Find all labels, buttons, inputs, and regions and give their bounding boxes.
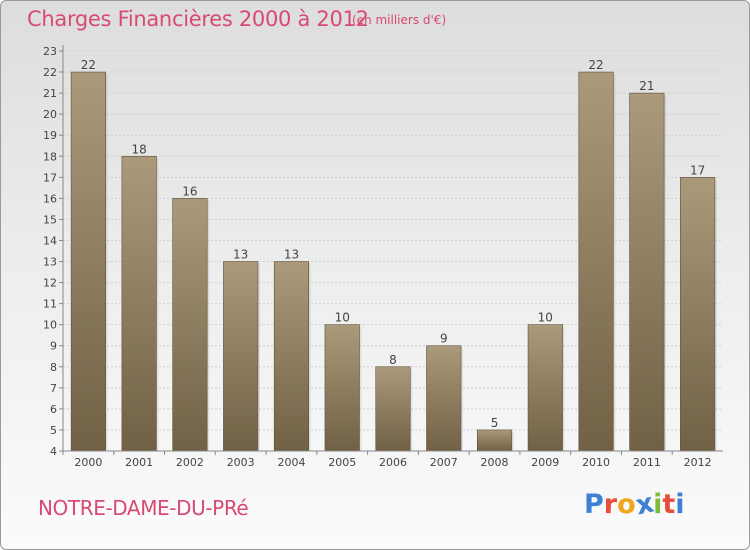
x-tick-label: 2007	[430, 456, 458, 469]
bar-texture	[578, 72, 614, 451]
y-tick-label: 21	[43, 87, 57, 100]
axes: 4 5 6 7 8 9 10 11 12 13 14 15 16 17 18 19 20 21 22 23 2000 20…	[43, 45, 723, 469]
x-tick-label: 2009	[531, 456, 559, 469]
y-tick-label: 20	[43, 108, 57, 121]
x-tick-label: 2011	[633, 456, 661, 469]
x-tick-label: 2008	[481, 456, 509, 469]
y-tick-label: 9	[50, 340, 57, 353]
logo-letter: r	[603, 489, 618, 520]
y-tick-label: 10	[43, 319, 57, 332]
data-label: 5	[491, 416, 499, 430]
data-label: 18	[132, 142, 147, 156]
logo-letter: o	[617, 489, 636, 520]
data-label: 13	[284, 248, 299, 262]
y-tick-label: 4	[50, 445, 57, 458]
bar-texture	[121, 156, 157, 451]
bar-texture	[629, 93, 665, 452]
bars: 22 18 16 13 13 10 8 9 5 10 22 21 17	[70, 58, 717, 452]
data-label: 13	[233, 248, 248, 262]
x-tick-label: 2010	[582, 456, 610, 469]
y-tick-label: 15	[43, 213, 57, 226]
logo-letter: i	[653, 489, 663, 520]
y-tick-label: 8	[50, 361, 57, 374]
x-tick-label: 2002	[176, 456, 204, 469]
logo-letter: i	[675, 489, 685, 520]
data-label: 22	[81, 58, 96, 72]
logo-letter: P	[584, 489, 604, 520]
bar-texture	[172, 198, 208, 451]
bar-texture	[528, 324, 563, 451]
data-label: 10	[335, 311, 350, 325]
y-tick-label: 11	[43, 298, 57, 311]
data-label: 21	[639, 79, 654, 93]
data-label: 8	[389, 353, 397, 367]
y-tick-label: 13	[43, 256, 57, 269]
logo-letter: t	[662, 489, 676, 520]
data-label: 16	[182, 184, 197, 198]
bar-chart: 22 18 16 13 13 10 8 9 5 10 22 21 17 4 5 6 7 8 9 10 11 12 13 14…	[43, 45, 723, 469]
y-tick-label: 12	[43, 277, 57, 290]
y-tick-label: 16	[43, 192, 57, 205]
bar-texture	[274, 261, 309, 451]
bar-texture	[477, 429, 512, 451]
data-label: 22	[588, 58, 603, 72]
data-label: 9	[440, 332, 448, 346]
y-tick-label: 22	[43, 66, 57, 79]
bar-texture	[375, 366, 411, 451]
data-label: 17	[690, 163, 705, 177]
x-tick-label: 2012	[684, 456, 712, 469]
x-tick-label: 2004	[277, 456, 305, 469]
bar-texture	[426, 345, 462, 451]
y-tick-label: 14	[43, 234, 57, 247]
x-tick-label: 2000	[74, 456, 102, 469]
x-tick-label: 2001	[125, 456, 153, 469]
y-tick-label: 5	[50, 424, 57, 437]
chart-title: Charges Financières 2000 à 2012	[27, 7, 369, 31]
y-tick-label: 6	[50, 403, 57, 416]
bar-texture	[71, 72, 106, 451]
y-tick-label: 17	[43, 171, 57, 184]
bar-texture	[223, 261, 258, 451]
y-tick-label: 7	[50, 382, 57, 395]
x-tick-label: 2005	[328, 456, 356, 469]
chart-subtitle: (en milliers d'€)	[352, 13, 447, 27]
y-tick-label: 23	[43, 45, 57, 58]
proxiti-logo: Proxiti	[584, 488, 685, 522]
bar-texture	[324, 324, 360, 451]
x-tick-label: 2006	[379, 456, 407, 469]
commune-name: NOTRE-DAME-DU-PRé	[38, 496, 249, 520]
bar-texture	[680, 177, 715, 451]
y-tick-label: 19	[43, 129, 57, 142]
data-label: 10	[538, 311, 553, 325]
y-tick-label: 18	[43, 150, 57, 163]
x-tick-label: 2003	[227, 456, 255, 469]
